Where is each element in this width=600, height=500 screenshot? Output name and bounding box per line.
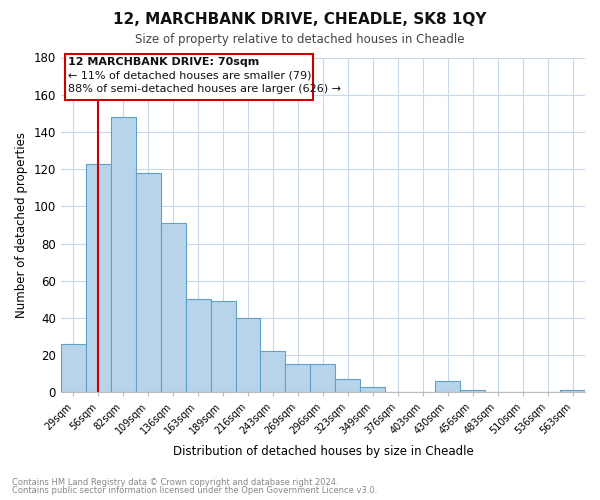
Bar [86,164,111,392]
Bar [211,301,236,392]
Text: ← 11% of detached houses are smaller (79): ← 11% of detached houses are smaller (79… [68,70,312,81]
Text: 12 MARCHBANK DRIVE: 70sqm: 12 MARCHBANK DRIVE: 70sqm [68,56,260,66]
Text: Contains public sector information licensed under the Open Government Licence v3: Contains public sector information licen… [12,486,377,495]
Bar [260,352,286,393]
Bar [111,117,136,392]
Bar [161,223,185,392]
Bar [560,390,585,392]
Text: Size of property relative to detached houses in Cheadle: Size of property relative to detached ho… [135,32,465,46]
Bar [61,344,86,393]
X-axis label: Distribution of detached houses by size in Cheadle: Distribution of detached houses by size … [173,444,473,458]
Text: 12, MARCHBANK DRIVE, CHEADLE, SK8 1QY: 12, MARCHBANK DRIVE, CHEADLE, SK8 1QY [113,12,487,28]
Bar [460,390,485,392]
Text: Contains HM Land Registry data © Crown copyright and database right 2024.: Contains HM Land Registry data © Crown c… [12,478,338,487]
Bar [236,318,260,392]
Bar [286,364,310,392]
Bar [136,173,161,392]
Bar [361,386,385,392]
Text: 88% of semi-detached houses are larger (626) →: 88% of semi-detached houses are larger (… [68,84,341,94]
Bar [310,364,335,392]
Bar [185,300,211,392]
Y-axis label: Number of detached properties: Number of detached properties [15,132,28,318]
Bar [435,381,460,392]
Bar [335,380,361,392]
FancyBboxPatch shape [65,54,313,100]
